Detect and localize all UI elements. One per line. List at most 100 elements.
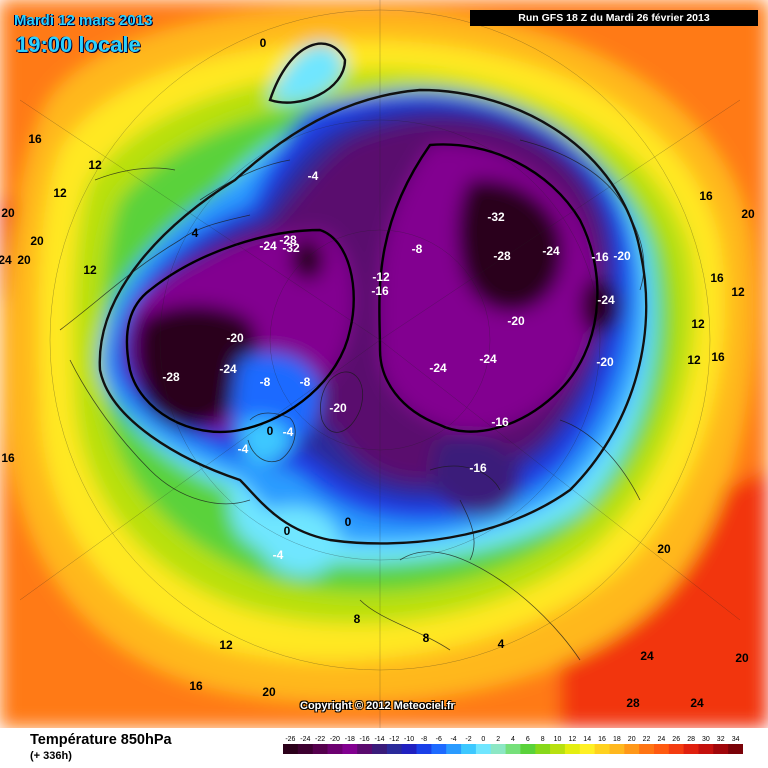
legend-tick-label: 32 xyxy=(717,736,725,743)
isotherm-label: -12 xyxy=(372,270,390,284)
legend-swatch xyxy=(431,744,447,754)
isotherm-label: 16 xyxy=(710,271,724,285)
legend-tick-label: -22 xyxy=(315,736,325,743)
isotherm-label: 24 xyxy=(640,649,654,663)
legend-swatch xyxy=(564,744,581,754)
isotherm-label: 20 xyxy=(735,651,749,665)
isotherm-label: 20 xyxy=(17,253,31,267)
legend-swatch xyxy=(283,744,299,754)
legend-swatch xyxy=(624,744,640,754)
valid-date: Mardi 12 mars 2013 xyxy=(14,12,153,29)
isotherm-label: -16 xyxy=(371,284,389,298)
legend-swatch xyxy=(357,744,373,754)
isotherm-label: 12 xyxy=(691,317,705,331)
legend-tick-label: -8 xyxy=(421,736,427,743)
legend-tick-label: 20 xyxy=(628,736,636,743)
legend-tick-label: -20 xyxy=(330,736,340,743)
isotherm-label: -24 xyxy=(597,293,615,307)
isotherm-label: 16 xyxy=(699,189,713,203)
isotherm-label: 12 xyxy=(83,263,97,277)
isotherm-label: -8 xyxy=(412,242,423,256)
isotherm-label: 12 xyxy=(53,186,67,200)
legend-tick-label: -26 xyxy=(285,736,295,743)
isotherm-label: 0 xyxy=(345,515,352,529)
isotherm-label: -4 xyxy=(283,425,294,439)
legend-tick-label: -6 xyxy=(436,736,442,743)
legend-tick-label: 4 xyxy=(511,736,515,743)
legend-tick-label: 8 xyxy=(541,736,545,743)
isotherm-label: 24 xyxy=(0,253,12,267)
isotherm-label: -20 xyxy=(596,355,614,369)
legend-swatch xyxy=(609,744,625,754)
isotherm-label: -16 xyxy=(591,250,609,264)
legend-tick-label: 26 xyxy=(672,736,680,743)
isotherm-label: 20 xyxy=(30,234,44,248)
legend-ticks: -26 -24 -22 -20 -18 -16 -14 -12 -10 -8 -6 -4 -2 0 2 4 6 8… xyxy=(285,736,739,743)
legend-tick-label: -16 xyxy=(360,736,370,743)
legend-swatch xyxy=(683,744,699,754)
isotherm-label: 0 xyxy=(284,524,291,538)
legend-swatch xyxy=(327,744,343,754)
isotherm-label: 12 xyxy=(219,638,233,652)
legend-swatch xyxy=(505,744,521,754)
lead-time: (+ 336h) xyxy=(30,750,72,762)
isotherm-label: 16 xyxy=(28,132,42,146)
isotherm-label: 4 xyxy=(192,226,199,240)
isotherm-label: 20 xyxy=(1,206,15,220)
isotherm-label: -8 xyxy=(260,375,271,389)
legend-swatch xyxy=(312,744,328,754)
isotherm-label: 4 xyxy=(498,637,505,651)
isotherm-label: 12 xyxy=(88,158,102,172)
isotherm-label: -4 xyxy=(308,169,319,183)
legend-swatch xyxy=(654,744,670,754)
legend-tick-label: 10 xyxy=(554,736,562,743)
isotherm-label: 20 xyxy=(741,207,755,221)
legend-swatch xyxy=(416,744,432,754)
legend-tick-label: -4 xyxy=(450,736,456,743)
legend-tick-label: -18 xyxy=(345,736,355,743)
isotherm-label: -20 xyxy=(329,401,347,415)
legend-tick-label: 14 xyxy=(583,736,591,743)
legend-swatch xyxy=(520,744,536,754)
field-title: Température 850hPa xyxy=(30,732,172,748)
isotherm-label: -20 xyxy=(226,331,244,345)
isotherm-label: -28 xyxy=(493,249,511,263)
legend-tick-label: 22 xyxy=(643,736,651,743)
isotherm-label: 20 xyxy=(262,685,276,699)
isotherm-label: 16 xyxy=(1,451,15,465)
isotherm-label: 20 xyxy=(657,542,671,556)
temperature-field xyxy=(0,0,768,728)
legend-tick-label: -10 xyxy=(404,736,414,743)
legend-tick-label: 16 xyxy=(598,736,606,743)
legend-tick-label: 2 xyxy=(496,736,500,743)
legend-tick-label: -2 xyxy=(465,736,471,743)
legend-swatch xyxy=(713,744,729,754)
legend-swatch xyxy=(461,744,477,754)
legend-swatch xyxy=(372,744,388,754)
isotherm-zero xyxy=(98,42,648,545)
isotherm-label: 0 xyxy=(260,36,267,50)
legend-swatch xyxy=(579,744,596,754)
legend-bar xyxy=(283,744,743,754)
legend-swatch xyxy=(728,744,743,754)
legend-tick-label: 24 xyxy=(658,736,666,743)
isotherm-label: 12 xyxy=(731,285,745,299)
isotherm-minus-twenty xyxy=(125,143,599,434)
isotherm-label: -24 xyxy=(219,362,237,376)
legend-tick-label: 18 xyxy=(613,736,621,743)
legend-tick-label: -14 xyxy=(374,736,384,743)
isotherm-label: 8 xyxy=(423,631,430,645)
isotherm-label: -24 xyxy=(542,244,560,258)
legend-swatch xyxy=(550,744,566,754)
local-time: 19:00 locale xyxy=(16,32,141,57)
legend-tick-label: 34 xyxy=(732,736,740,743)
isotherm-label: -20 xyxy=(613,249,631,263)
isotherm-label: 16 xyxy=(711,350,725,364)
isotherm-label: -8 xyxy=(300,375,311,389)
legend-swatch xyxy=(475,744,492,754)
isotherm-label: -28 xyxy=(279,233,297,247)
legend-swatch xyxy=(535,744,551,754)
